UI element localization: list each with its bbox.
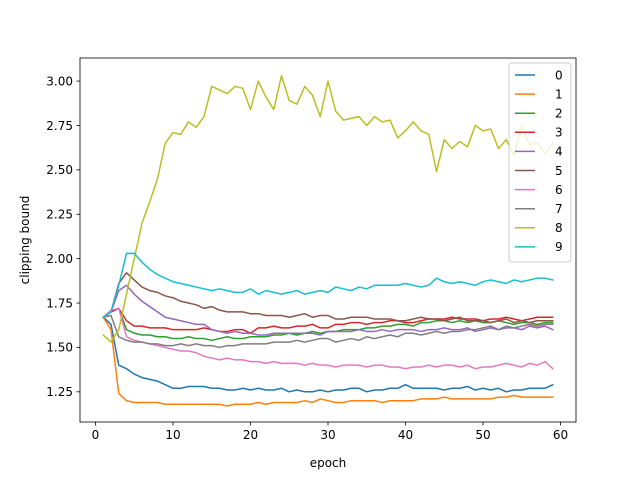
y-tick-label: 3.00 (46, 74, 73, 88)
x-tick-label: 20 (243, 428, 258, 442)
y-tick-label: 2.50 (46, 163, 73, 177)
y-tick-label: 2.00 (46, 252, 73, 266)
y-tick-label: 1.25 (46, 385, 73, 399)
legend-label-8: 8 (555, 221, 563, 235)
series-line-5 (102, 272, 554, 324)
legend-label-1: 1 (555, 87, 563, 101)
x-axis-label: epoch (310, 456, 347, 470)
x-tick-label: 40 (398, 428, 413, 442)
legend-label-2: 2 (555, 107, 563, 121)
series-line-8 (102, 75, 554, 343)
y-tick-label: 2.75 (46, 119, 73, 133)
series-line-7 (102, 314, 554, 349)
series-layer (102, 75, 554, 407)
x-tick-label: 50 (475, 428, 490, 442)
y-tick-label: 1.50 (46, 341, 73, 355)
y-axis: 1.25 1.50 1.75 2.00 2.25 2.50 2.75 3.00 (46, 74, 80, 399)
series-line-0 (102, 316, 554, 393)
legend-label-9: 9 (555, 240, 563, 254)
legend-label-3: 3 (555, 126, 563, 140)
legend-label-4: 4 (555, 145, 563, 159)
legend-label-6: 6 (555, 183, 563, 197)
series-line-6 (102, 307, 554, 370)
y-tick-label: 1.75 (46, 296, 73, 310)
series-line-9 (102, 252, 554, 319)
y-axis-label: clipping bound (18, 196, 32, 285)
x-tick-label: 60 (553, 428, 568, 442)
x-tick-label: 10 (165, 428, 180, 442)
x-tick-label: 30 (320, 428, 335, 442)
x-axis: 0 10 20 30 40 50 60 (92, 422, 568, 442)
legend-label-7: 7 (555, 202, 563, 216)
series-line-3 (102, 307, 554, 334)
x-tick-label: 0 (92, 428, 100, 442)
y-tick-label: 2.25 (46, 208, 73, 222)
legend-label-5: 5 (555, 164, 563, 178)
series-line-1 (102, 316, 554, 407)
legend: 0 1 2 3 4 5 6 7 8 9 (508, 62, 572, 263)
series-line-4 (102, 284, 554, 336)
legend-label-0: 0 (555, 68, 563, 82)
